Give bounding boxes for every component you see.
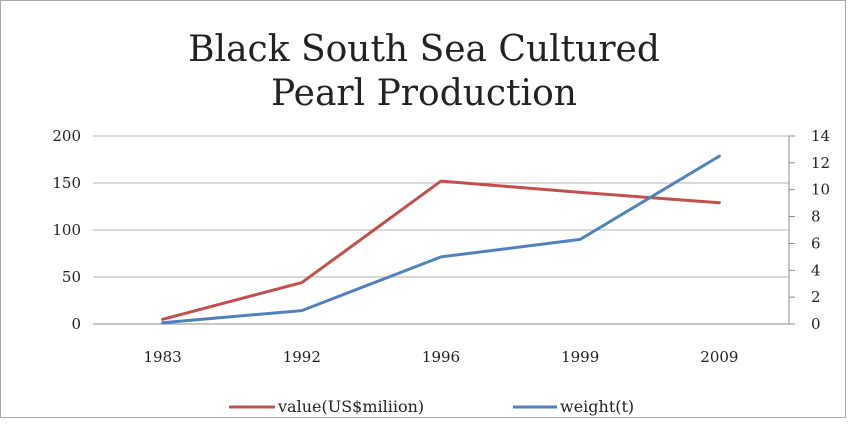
right-tick-label: 8 [811,208,821,226]
left-tick-label: 100 [52,221,81,239]
left-tick-label: 200 [52,127,81,145]
right-axis: 0 2 4 6 8 10 12 14 [788,127,830,333]
chart-frame: Black South Sea Cultured Pearl Productio… [0,0,846,418]
value-series-line [161,179,721,321]
x-tick-label: 2009 [700,348,738,366]
x-tick-label: 1992 [283,348,321,366]
legend: value(US$miliion) weight(t) [229,397,634,416]
chart-title-line-2: Pearl Production [271,73,577,114]
right-tick-label: 12 [811,154,830,172]
legend-label-value: value(US$miliion) [277,397,424,416]
right-tick-label: 14 [811,127,830,145]
series-lines [161,154,721,325]
right-tick-label: 10 [811,181,830,199]
right-tick-label: 0 [811,315,821,333]
left-tick-label: 150 [52,174,81,192]
chart-title: Black South Sea Cultured Pearl Productio… [188,29,660,114]
right-tick-label: 2 [811,288,821,306]
x-axis: 1983 1992 1996 1999 2009 [93,323,789,366]
chart-title-line-1: Black South Sea Cultured [188,29,660,70]
left-tick-label: 0 [71,315,81,333]
weight-series-line [161,154,721,325]
x-tick-label: 1983 [144,348,182,366]
left-tick-label: 50 [62,268,81,286]
gridlines [93,135,789,278]
right-tick-label: 4 [811,261,821,279]
left-axis: 0 50 100 150 200 [52,127,81,333]
x-tick-label: 1996 [422,348,460,366]
legend-label-weight: weight(t) [560,397,634,416]
pearl-production-chart: Black South Sea Cultured Pearl Productio… [52,29,830,416]
x-tick-label: 1999 [561,348,599,366]
right-tick-label: 6 [811,234,821,252]
